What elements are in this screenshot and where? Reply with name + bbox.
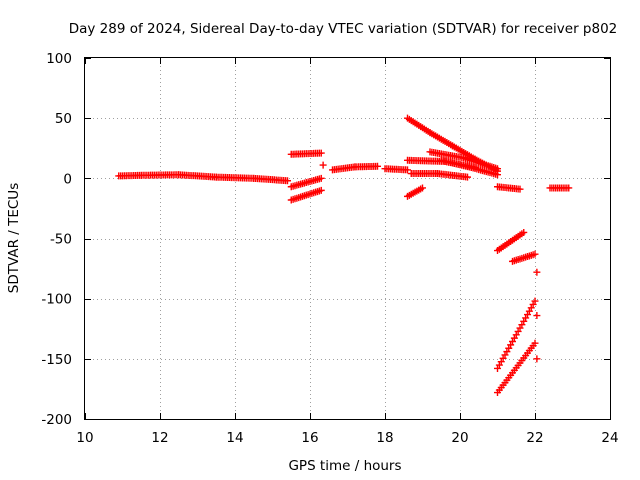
plot-frame <box>84 57 611 420</box>
data-point <box>520 228 528 236</box>
data-point <box>533 312 541 320</box>
grid-layer <box>85 58 610 419</box>
data-point <box>494 171 501 179</box>
data-point <box>317 186 325 194</box>
x-tick-label: 10 <box>76 430 93 446</box>
series-arc-6 <box>381 165 411 174</box>
data-point <box>374 162 381 170</box>
series-isolated-points <box>319 161 541 363</box>
y-axis-label: SDTVAR / TECUs <box>6 183 22 293</box>
y-tick-label: 0 <box>63 171 72 187</box>
series-arc-13 <box>494 183 524 193</box>
data-point <box>531 297 539 305</box>
series-arc-5 <box>329 162 381 174</box>
series-arc-4 <box>287 186 325 204</box>
x-axis-label: GPS time / hours <box>288 458 401 474</box>
data-point <box>317 149 325 157</box>
data-point <box>531 250 539 258</box>
data-point <box>533 355 541 363</box>
data-point <box>419 184 426 192</box>
data-point <box>404 166 411 174</box>
y-tick-label: 50 <box>55 111 72 127</box>
data-point <box>317 174 325 182</box>
tick-layer: 10 12 14 16 18 20 22 24 100 50 0 -50 -100 -150 -200 <box>41 51 618 446</box>
data-point <box>516 185 524 193</box>
marks-layer <box>115 114 573 397</box>
data-point <box>319 161 327 169</box>
y-tick-label: -200 <box>41 412 72 428</box>
series-arc-1 <box>115 171 291 185</box>
x-tick-label: 24 <box>601 430 618 446</box>
data-point <box>464 173 471 181</box>
data-point <box>531 339 539 347</box>
y-tick-label: -100 <box>41 292 72 308</box>
series-arc-2 <box>287 149 325 158</box>
series-arc-10 <box>426 148 501 173</box>
data-point <box>284 177 291 185</box>
x-tick-label: 14 <box>226 430 243 446</box>
x-tick-label: 18 <box>376 430 393 446</box>
data-point <box>533 268 541 276</box>
x-tick-label: 16 <box>301 430 318 446</box>
x-tick-label: 22 <box>526 430 543 446</box>
chart-title: Day 289 of 2024, Sidereal Day-to-day VTE… <box>69 21 618 37</box>
series-arc-18 <box>494 339 539 397</box>
series-arc-17 <box>494 297 539 372</box>
y-tick-label: 100 <box>46 51 72 67</box>
series-arc-15 <box>494 228 528 255</box>
series-arc-11 <box>437 156 501 179</box>
y-tick-label: -50 <box>50 232 72 248</box>
y-tick-label: -150 <box>41 352 72 368</box>
series-arc-14 <box>546 184 573 192</box>
series-arc-8 <box>407 170 471 181</box>
x-tick-label: 12 <box>151 430 168 446</box>
series-arc-12 <box>404 184 426 200</box>
data-point <box>565 184 573 192</box>
series-arc-3 <box>287 174 325 191</box>
x-tick-label: 20 <box>451 430 468 446</box>
data-point <box>494 165 501 173</box>
series-arc-16 <box>509 250 539 265</box>
